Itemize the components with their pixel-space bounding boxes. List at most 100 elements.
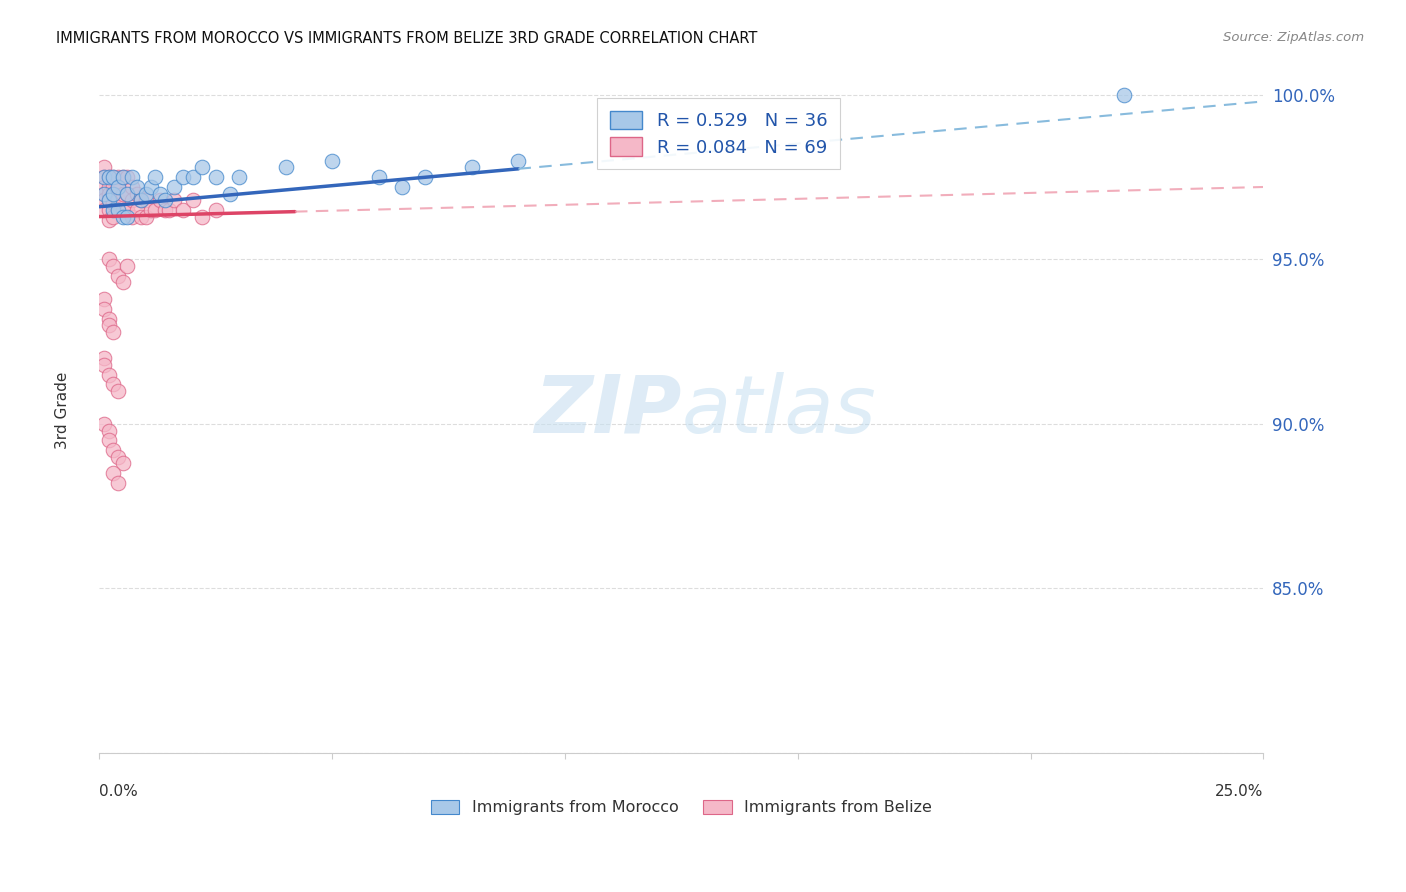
Point [107, 193, 129, 207]
Point [103, 186, 125, 201]
Point [125, 180, 148, 194]
Point [191, 160, 214, 174]
Point [103, 259, 125, 273]
Point [93, 301, 115, 316]
Point [143, 170, 166, 185]
Point [149, 193, 172, 207]
Point [93, 193, 115, 207]
Legend: Immigrants from Morocco, Immigrants from Belize: Immigrants from Morocco, Immigrants from… [423, 792, 941, 823]
Point [107, 202, 129, 217]
Point [117, 202, 139, 217]
Point [205, 170, 228, 185]
Point [111, 170, 134, 185]
Text: 0.0%: 0.0% [100, 784, 138, 799]
Point [117, 186, 139, 201]
Point [107, 476, 129, 491]
Point [117, 170, 139, 185]
Point [415, 170, 437, 185]
Point [135, 193, 157, 207]
Point [103, 170, 125, 185]
Point [93, 170, 115, 185]
Text: Source: ZipAtlas.com: Source: ZipAtlas.com [1223, 31, 1364, 45]
Point [97, 170, 120, 185]
Text: IMMIGRANTS FROM MOROCCO VS IMMIGRANTS FROM BELIZE 3RD GRADE CORRELATION CHART: IMMIGRANTS FROM MOROCCO VS IMMIGRANTS FR… [56, 31, 758, 46]
Point [97, 424, 120, 438]
Point [125, 186, 148, 201]
Point [205, 202, 228, 217]
Point [97, 311, 120, 326]
Point [107, 180, 129, 194]
Text: 25.0%: 25.0% [1215, 784, 1264, 799]
Y-axis label: 3rd Grade: 3rd Grade [55, 372, 70, 450]
Point [121, 180, 143, 194]
Point [117, 186, 139, 201]
Point [103, 377, 125, 392]
Point [103, 202, 125, 217]
Point [391, 180, 413, 194]
Point [97, 318, 120, 333]
Point [93, 202, 115, 217]
Point [97, 202, 120, 217]
Point [111, 276, 134, 290]
Point [111, 210, 134, 224]
Point [97, 193, 120, 207]
Point [97, 186, 120, 201]
Point [228, 170, 250, 185]
Point [181, 170, 204, 185]
Point [93, 170, 115, 185]
Point [103, 467, 125, 481]
Point [153, 193, 176, 207]
Point [103, 210, 125, 224]
Point [97, 368, 120, 382]
Text: ZIP: ZIP [534, 372, 682, 450]
Point [1112, 87, 1135, 102]
Point [93, 358, 115, 372]
Point [172, 170, 194, 185]
Point [103, 186, 125, 201]
Point [135, 210, 157, 224]
Point [103, 180, 125, 194]
Point [107, 450, 129, 464]
Point [93, 186, 115, 201]
Point [107, 268, 129, 283]
Point [153, 202, 176, 217]
Point [181, 193, 204, 207]
Point [191, 210, 214, 224]
Point [111, 186, 134, 201]
Point [139, 202, 162, 217]
Point [103, 325, 125, 339]
Point [107, 180, 129, 194]
Point [93, 417, 115, 431]
Point [97, 252, 120, 267]
Text: atlas: atlas [682, 372, 876, 450]
Point [93, 292, 115, 306]
Point [274, 160, 297, 174]
Point [103, 170, 125, 185]
Point [121, 193, 143, 207]
Point [93, 180, 115, 194]
Point [117, 259, 139, 273]
Point [121, 170, 143, 185]
Point [111, 170, 134, 185]
Point [121, 210, 143, 224]
Point [218, 186, 240, 201]
Point [135, 186, 157, 201]
Point [103, 443, 125, 458]
Point [107, 202, 129, 217]
Point [97, 193, 120, 207]
Point [125, 202, 148, 217]
Point [131, 210, 153, 224]
Point [93, 160, 115, 174]
Point [321, 153, 343, 168]
Point [367, 170, 389, 185]
Point [131, 193, 153, 207]
Point [93, 186, 115, 201]
Point [107, 170, 129, 185]
Point [163, 193, 186, 207]
Point [143, 202, 166, 217]
Point [163, 180, 186, 194]
Point [111, 202, 134, 217]
Point [117, 210, 139, 224]
Point [93, 351, 115, 365]
Point [157, 202, 180, 217]
